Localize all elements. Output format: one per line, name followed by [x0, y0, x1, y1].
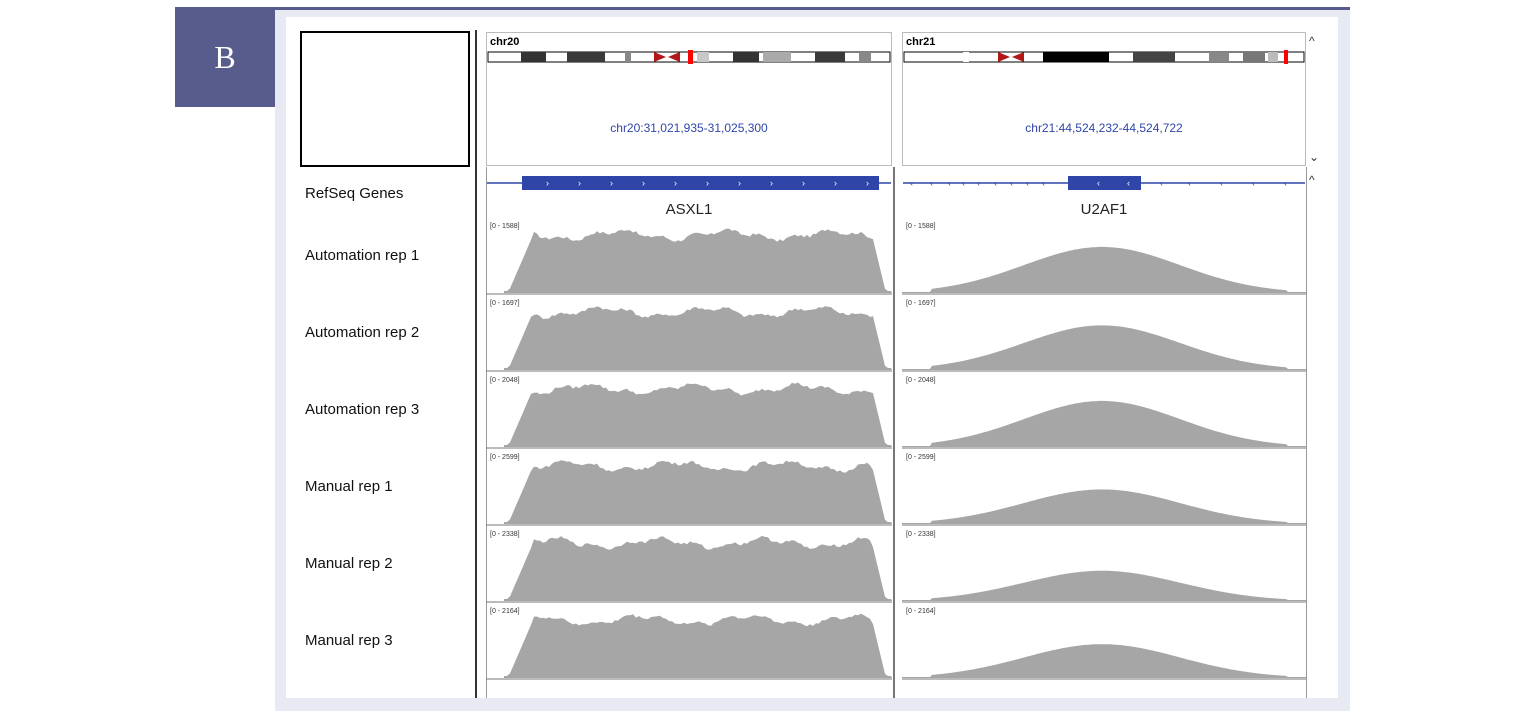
igv-window: chr20 chr20:31,021,935-31,025,300 chr21 [286, 17, 1338, 698]
strand-arrow: ‹ [1160, 178, 1163, 188]
coverage-area [486, 382, 892, 447]
locus-coordinates[interactable]: chr20:31,021,935-31,025,300 [610, 121, 768, 135]
gene-label[interactable]: ASXL1 [665, 201, 713, 218]
gene-exon [522, 176, 879, 190]
strand-arrow: › [642, 178, 645, 188]
coverage-track-asxl1[interactable]: [0 - 2599] [486, 449, 892, 526]
coverage-area [902, 246, 1306, 293]
coverage-area [486, 535, 892, 601]
strand-arrow: › [706, 178, 709, 188]
track-name[interactable]: Manual rep 1 [305, 478, 393, 495]
coverage-area [902, 489, 1306, 524]
locus-header-chr21: chr21 chr21:44,524,232-44,524,722 [902, 32, 1306, 166]
data-range-label: [0 - 1588] [906, 223, 936, 230]
locus-divider[interactable] [893, 167, 895, 698]
coverage-track-asxl1[interactable]: [0 - 1588] [486, 218, 892, 295]
strand-arrow: ‹ [948, 178, 951, 188]
data-range-label: [0 - 1588] [490, 223, 520, 230]
coverage-track-u2af1[interactable]: [0 - 1697] [902, 295, 1306, 372]
data-range-label: [0 - 2338] [906, 531, 936, 538]
gene-model-asxl1[interactable]: › › › › › › › › › › › [486, 173, 892, 193]
data-range-label: [0 - 2164] [906, 608, 936, 615]
strand-arrow: ‹ [1284, 178, 1287, 188]
data-range-label: [0 - 2048] [906, 377, 936, 384]
top-divider [275, 7, 1350, 10]
gene-model-u2af1[interactable]: ‹ ‹ ‹ ‹ ‹ ‹ ‹ ‹ ‹ ‹ ‹ ‹ ‹ ‹ ‹ ‹ [902, 173, 1306, 193]
coverage-track-u2af1[interactable]: [0 - 1588] [902, 218, 1306, 295]
strand-arrow: › [866, 178, 869, 188]
locus-right-edge-2 [1306, 167, 1307, 698]
data-range-label: [0 - 2599] [490, 454, 520, 461]
strand-arrow: ‹ [1188, 178, 1191, 188]
name-panel-divider[interactable] [475, 30, 477, 698]
chromosome-label: chr21 [906, 36, 936, 48]
gene-label[interactable]: U2AF1 [1080, 201, 1128, 218]
track-name[interactable]: Automation rep 2 [305, 324, 420, 341]
data-range-label: [0 - 2338] [490, 531, 520, 538]
strand-arrow: ‹ [994, 178, 997, 188]
name-panel-header [300, 31, 470, 167]
coverage-track-u2af1[interactable]: [0 - 2164] [902, 603, 1306, 680]
strand-arrow: ‹ [1127, 178, 1130, 188]
track-name[interactable]: Automation rep 1 [305, 247, 420, 264]
chevron-up-icon[interactable]: ^ [1309, 34, 1315, 48]
chevron-up-icon[interactable]: ^ [1309, 173, 1315, 187]
coverage-track-asxl1[interactable]: [0 - 2048] [486, 372, 892, 449]
strand-arrow: ‹ [977, 178, 980, 188]
data-range-label: [0 - 2599] [906, 454, 936, 461]
strand-arrow: ‹ [1026, 178, 1029, 188]
strand-arrow: › [674, 178, 677, 188]
strand-arrow: › [578, 178, 581, 188]
coverage-area [486, 306, 892, 370]
locus-right-edge [486, 167, 487, 698]
coverage-area [902, 644, 1306, 678]
strand-arrow: › [834, 178, 837, 188]
track-name[interactable]: Manual rep 3 [305, 632, 393, 649]
gene-exon [1068, 176, 1141, 190]
strand-arrow: ‹ [1097, 178, 1100, 188]
strand-arrow: › [770, 178, 773, 188]
coverage-track-u2af1[interactable]: [0 - 2338] [902, 526, 1306, 603]
chromosome-ideogram[interactable] [903, 50, 1307, 64]
coverage-track-u2af1[interactable]: [0 - 2599] [902, 449, 1306, 526]
coverage-track-asxl1[interactable]: [0 - 2338] [486, 526, 892, 603]
coverage-track-asxl1[interactable]: [0 - 1697] [486, 295, 892, 372]
strand-arrow: ‹ [1252, 178, 1255, 188]
locus-header-chr20: chr20 chr20:31,021,935-31,025,300 [486, 32, 892, 166]
strand-arrow: › [802, 178, 805, 188]
chromosome-label: chr20 [490, 36, 520, 48]
strand-arrow: ‹ [1010, 178, 1013, 188]
strand-arrow: ‹ [962, 178, 965, 188]
strand-arrow: ‹ [1042, 178, 1045, 188]
coverage-area [486, 613, 892, 678]
chromosome-ideogram[interactable] [487, 50, 891, 64]
coverage-track-u2af1[interactable]: [0 - 2048] [902, 372, 1306, 449]
locus-coordinates[interactable]: chr21:44,524,232-44,524,722 [1025, 121, 1183, 135]
panel-label: B [175, 7, 275, 107]
chevron-down-icon[interactable]: ⌄ [1309, 150, 1320, 164]
strand-arrow: › [610, 178, 613, 188]
data-range-label: [0 - 2164] [490, 608, 520, 615]
track-name[interactable]: Automation rep 3 [305, 401, 420, 418]
strand-arrow: › [738, 178, 741, 188]
coverage-area [902, 400, 1306, 447]
track-name[interactable]: Manual rep 2 [305, 555, 393, 572]
coverage-area [486, 228, 892, 293]
data-range-label: [0 - 1697] [490, 300, 520, 307]
strand-arrow: ‹ [1220, 178, 1223, 188]
strand-arrow: ‹ [930, 178, 933, 188]
coverage-area [902, 325, 1306, 370]
strand-arrow: › [546, 178, 549, 188]
coverage-area [486, 460, 892, 524]
strand-arrow: ‹ [910, 178, 913, 188]
coverage-area [902, 570, 1306, 601]
track-name-refseq[interactable]: RefSeq Genes [305, 185, 404, 202]
coverage-track-asxl1[interactable]: [0 - 2164] [486, 603, 892, 680]
track-name-panel: RefSeq Genes Automation rep 1 Automation… [300, 172, 476, 698]
data-range-label: [0 - 1697] [906, 300, 936, 307]
data-range-label: [0 - 2048] [490, 377, 520, 384]
